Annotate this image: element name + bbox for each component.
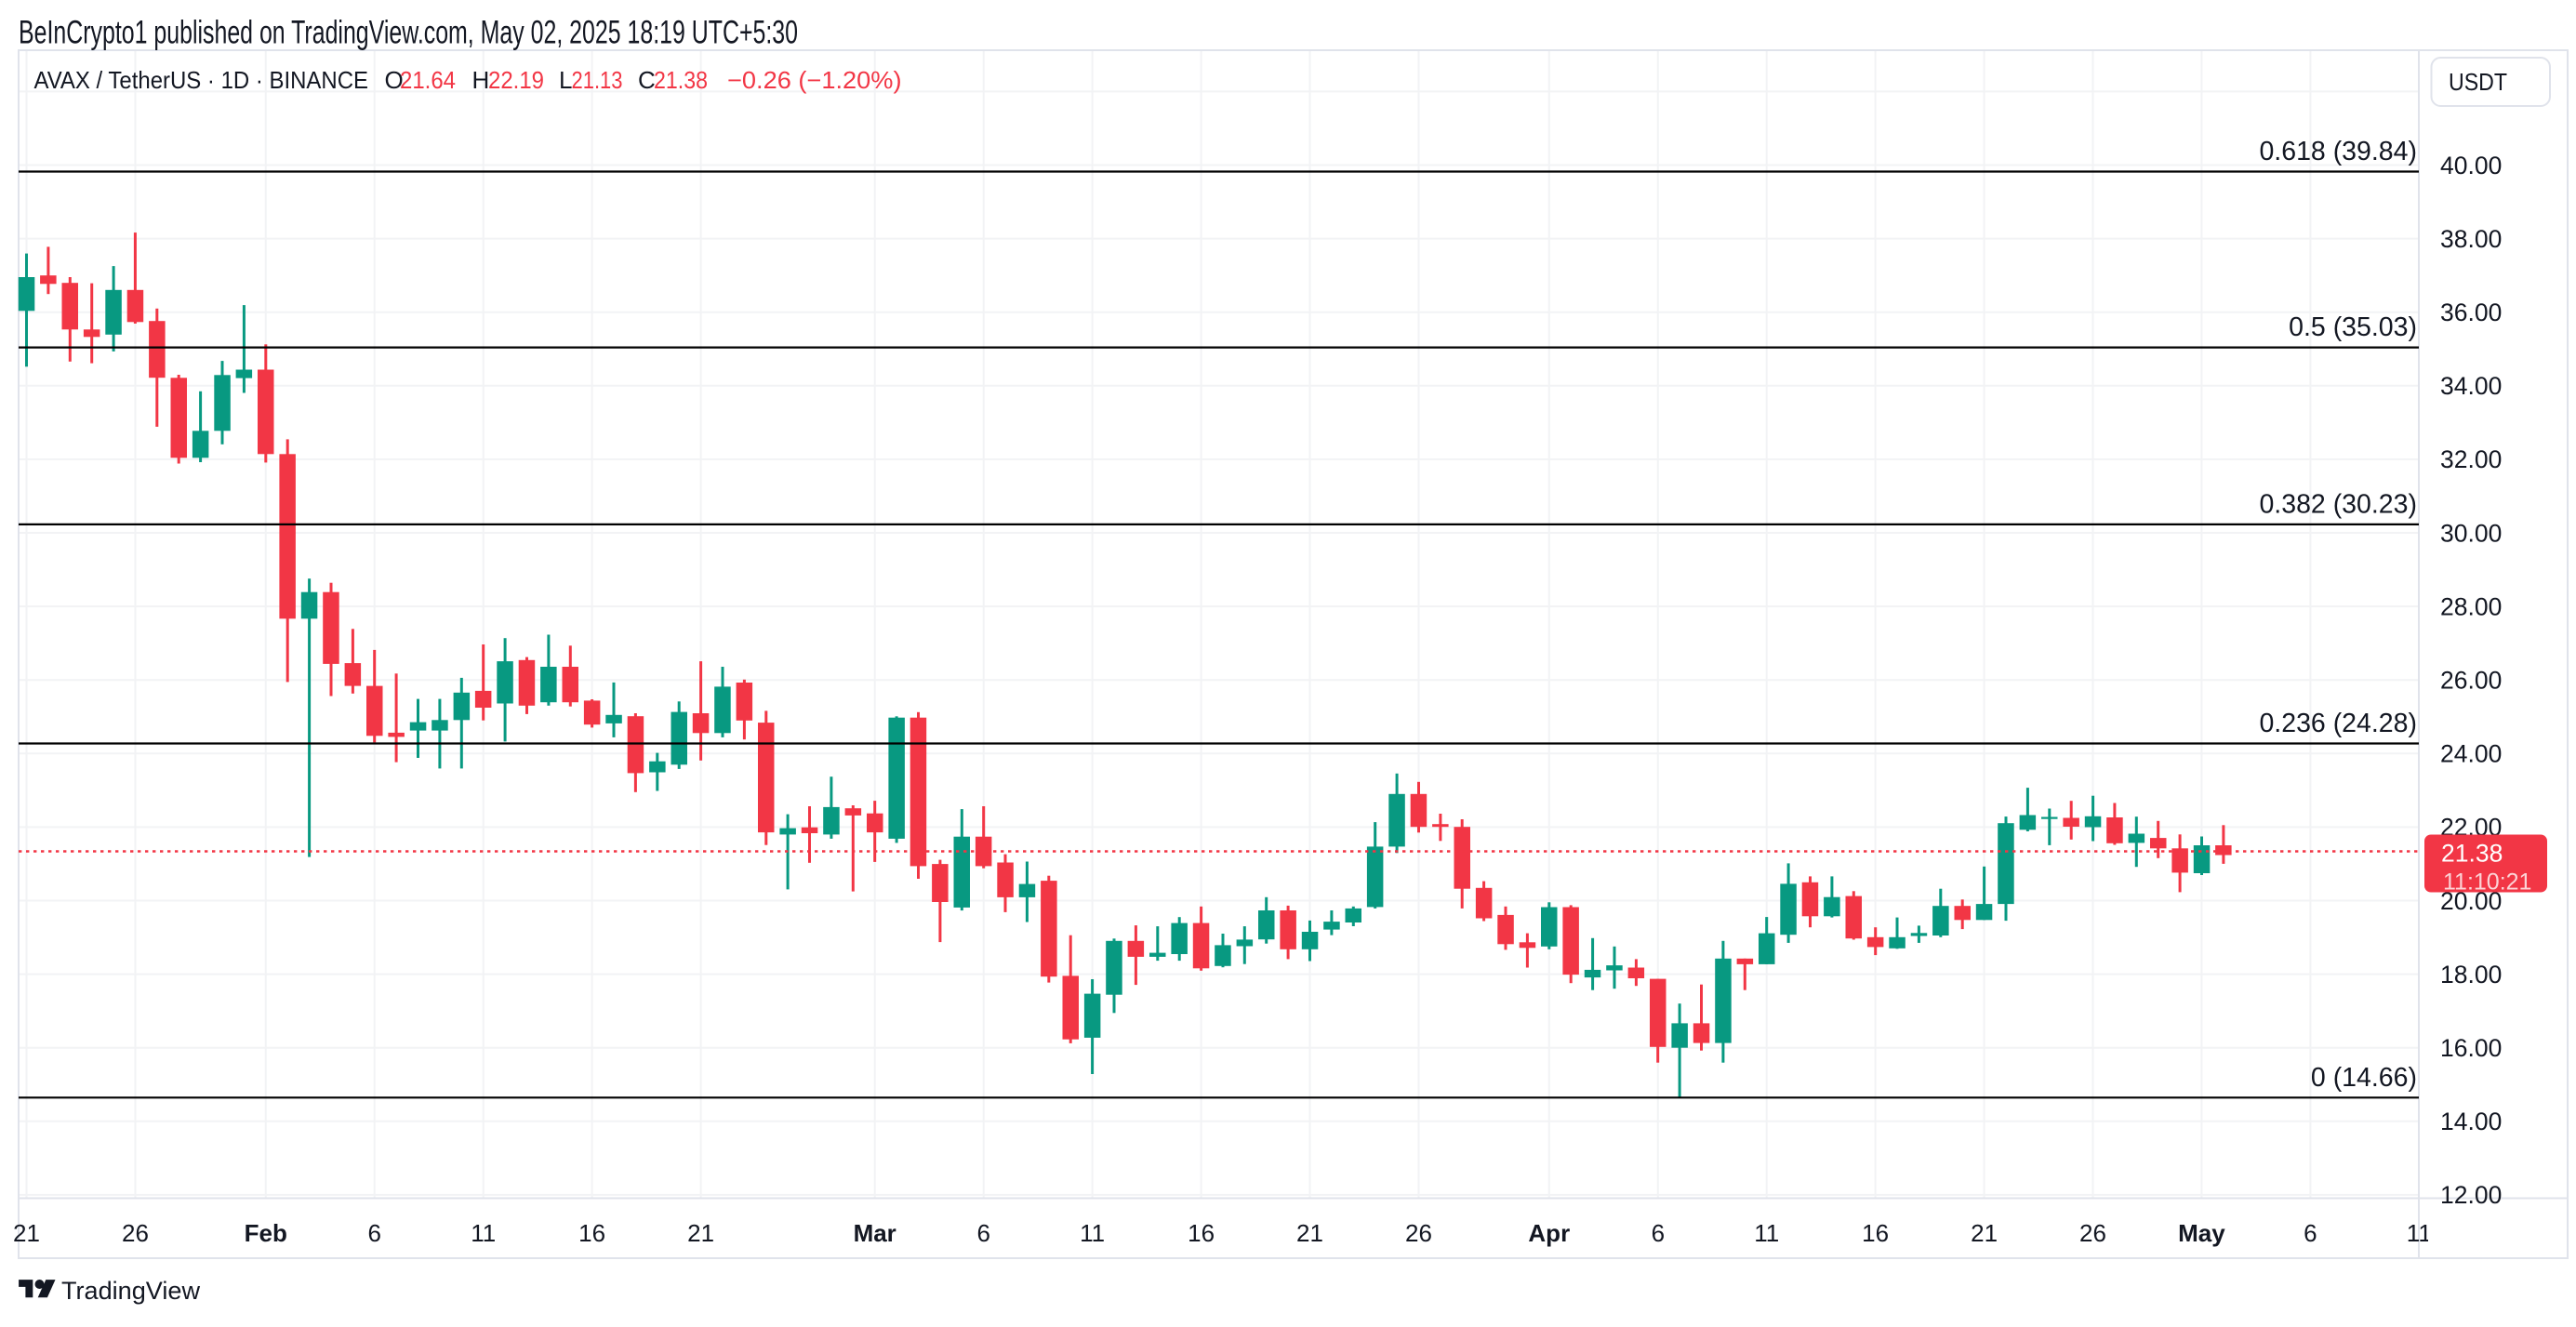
svg-text:AVAX / TetherUS · 1D · BINANCE: AVAX / TetherUS · 1D · BINANCE <box>34 66 369 94</box>
svg-text:12.00: 12.00 <box>2440 1181 2502 1209</box>
svg-text:30.00: 30.00 <box>2440 519 2502 547</box>
svg-text:11: 11 <box>1754 1219 1779 1247</box>
svg-text:21: 21 <box>687 1219 714 1247</box>
svg-text:0.236 (24.28): 0.236 (24.28) <box>2259 709 2417 738</box>
svg-text:Apr: Apr <box>1528 1219 1570 1247</box>
svg-text:26: 26 <box>122 1219 149 1247</box>
svg-text:36.00: 36.00 <box>2440 299 2502 326</box>
svg-text:21.64: 21.64 <box>400 66 456 94</box>
svg-text:24.00: 24.00 <box>2440 740 2502 768</box>
svg-text:11: 11 <box>2407 1219 2432 1247</box>
svg-text:0.382 (30.23): 0.382 (30.23) <box>2259 489 2417 519</box>
svg-text:C: C <box>638 66 656 94</box>
svg-text:38.00: 38.00 <box>2440 225 2502 253</box>
svg-text:L: L <box>559 66 572 94</box>
svg-text:6: 6 <box>1652 1219 1665 1247</box>
svg-text:21.38: 21.38 <box>654 66 708 94</box>
svg-text:11: 11 <box>471 1219 496 1247</box>
svg-text:16: 16 <box>1188 1219 1215 1247</box>
svg-text:40.00: 40.00 <box>2440 152 2502 179</box>
svg-text:21.38: 21.38 <box>2441 840 2503 868</box>
svg-text:26.00: 26.00 <box>2440 667 2502 695</box>
svg-text:16: 16 <box>578 1219 605 1247</box>
svg-text:11: 11 <box>1080 1219 1105 1247</box>
svg-text:14.00: 14.00 <box>2440 1108 2502 1135</box>
svg-text:Mar: Mar <box>854 1219 896 1247</box>
svg-text:26: 26 <box>1405 1219 1432 1247</box>
svg-text:16.00: 16.00 <box>2440 1034 2502 1062</box>
svg-text:21.13: 21.13 <box>572 66 623 94</box>
svg-text:USDT: USDT <box>2449 68 2507 96</box>
svg-text:May: May <box>2178 1219 2225 1247</box>
svg-text:O: O <box>385 66 404 94</box>
svg-text:21: 21 <box>1296 1219 1323 1247</box>
svg-text:21: 21 <box>1971 1219 1998 1247</box>
svg-text:28.00: 28.00 <box>2440 592 2502 620</box>
svg-text:18.00: 18.00 <box>2440 961 2502 989</box>
svg-text:26: 26 <box>2079 1219 2106 1247</box>
svg-text:Feb: Feb <box>245 1219 287 1247</box>
svg-text:16: 16 <box>1862 1219 1889 1247</box>
svg-text:TradingView: TradingView <box>61 1277 201 1305</box>
svg-text:BeInCrypto1 published on Tradi: BeInCrypto1 published on TradingView.com… <box>19 14 798 51</box>
svg-text:0 (14.66): 0 (14.66) <box>2311 1063 2417 1093</box>
svg-text:6: 6 <box>976 1219 989 1247</box>
svg-text:22.19: 22.19 <box>488 66 544 94</box>
svg-text:6: 6 <box>2304 1219 2317 1247</box>
svg-text:34.00: 34.00 <box>2440 372 2502 400</box>
svg-text:−0.26 (−1.20%): −0.26 (−1.20%) <box>727 66 902 94</box>
svg-text:11:10:21: 11:10:21 <box>2443 869 2531 896</box>
svg-text:0.618 (39.84): 0.618 (39.84) <box>2259 137 2417 166</box>
svg-text:H: H <box>472 66 490 94</box>
svg-text:21: 21 <box>13 1219 40 1247</box>
svg-text:32.00: 32.00 <box>2440 445 2502 473</box>
svg-text:0.5 (35.03): 0.5 (35.03) <box>2289 312 2417 342</box>
svg-text:6: 6 <box>367 1219 380 1247</box>
